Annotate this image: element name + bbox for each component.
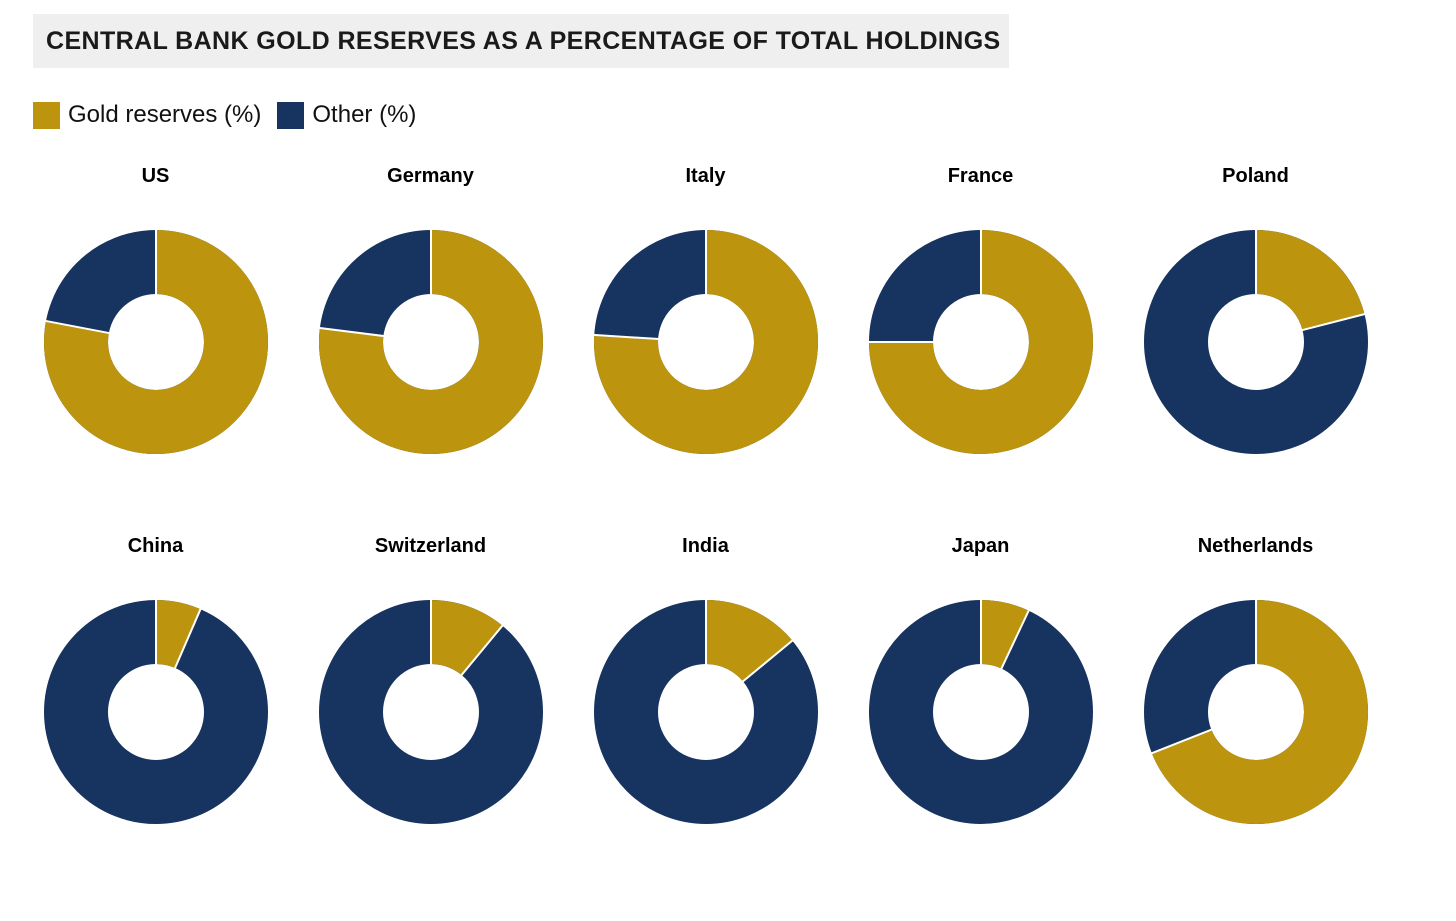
donut-chart-france xyxy=(867,229,1093,454)
donut-chart-india xyxy=(593,599,818,824)
legend-item-other: Other (%) xyxy=(277,101,416,129)
segment-separator xyxy=(999,609,1030,670)
donut-chart-poland xyxy=(1143,229,1368,454)
donut-cell-india: India xyxy=(568,535,843,825)
chart-title: CENTRAL BANK GOLD RESERVES AS A PERCENTA… xyxy=(46,26,1001,55)
donut-grid: US Germany Italy France Poland China Swi… xyxy=(18,165,1393,825)
segment-separator xyxy=(318,326,384,338)
segment-separator xyxy=(459,624,504,677)
segment-separator xyxy=(741,639,794,683)
donut-chart-china xyxy=(43,599,268,824)
donut-cell-poland: Poland xyxy=(1118,165,1393,455)
donut-chart-switzerland xyxy=(318,599,543,824)
donut-cell-france: France xyxy=(843,165,1118,455)
donut-chart-japan xyxy=(868,599,1093,824)
segment-separator xyxy=(1300,312,1366,332)
country-label: Switzerland xyxy=(374,535,487,557)
donut-cell-germany: Germany xyxy=(293,165,568,455)
donut-chart-netherlands xyxy=(1143,599,1368,824)
donut-cell-switzerland: Switzerland xyxy=(293,535,568,825)
country-label: India xyxy=(682,535,729,557)
donut-chart-us xyxy=(43,229,268,454)
country-label: Netherlands xyxy=(1197,535,1314,557)
donut-cell-china: China xyxy=(18,535,293,825)
country-label: Japan xyxy=(951,535,1010,557)
country-label: Italy xyxy=(685,165,726,187)
donut-cell-netherlands: Netherlands xyxy=(1118,535,1393,825)
legend-label-gold: Gold reserves (%) xyxy=(68,101,262,128)
country-label: France xyxy=(947,165,1014,187)
segment-separator xyxy=(44,319,110,335)
segment-separator xyxy=(173,607,202,670)
chart-title-bar: CENTRAL BANK GOLD RESERVES AS A PERCENTA… xyxy=(33,14,1009,68)
segment-separator xyxy=(1150,728,1213,755)
segment-separator xyxy=(592,333,659,341)
donut-cell-italy: Italy xyxy=(568,165,843,455)
legend-item-gold: Gold reserves (%) xyxy=(33,101,261,129)
country-label: Germany xyxy=(387,165,474,187)
donut-cell-japan: Japan xyxy=(843,535,1118,825)
donut-chart-germany xyxy=(318,229,543,454)
country-label: US xyxy=(141,165,170,187)
gold-swatch-icon xyxy=(33,101,60,129)
legend-label-other: Other (%) xyxy=(312,101,417,128)
other-swatch-icon xyxy=(277,101,305,129)
country-label: China xyxy=(127,535,184,557)
legend: Gold reserves (%) Other (%) xyxy=(33,101,1456,129)
country-label: Poland xyxy=(1222,165,1289,187)
donut-chart-italy xyxy=(592,229,818,454)
donut-cell-us: US xyxy=(18,165,293,455)
